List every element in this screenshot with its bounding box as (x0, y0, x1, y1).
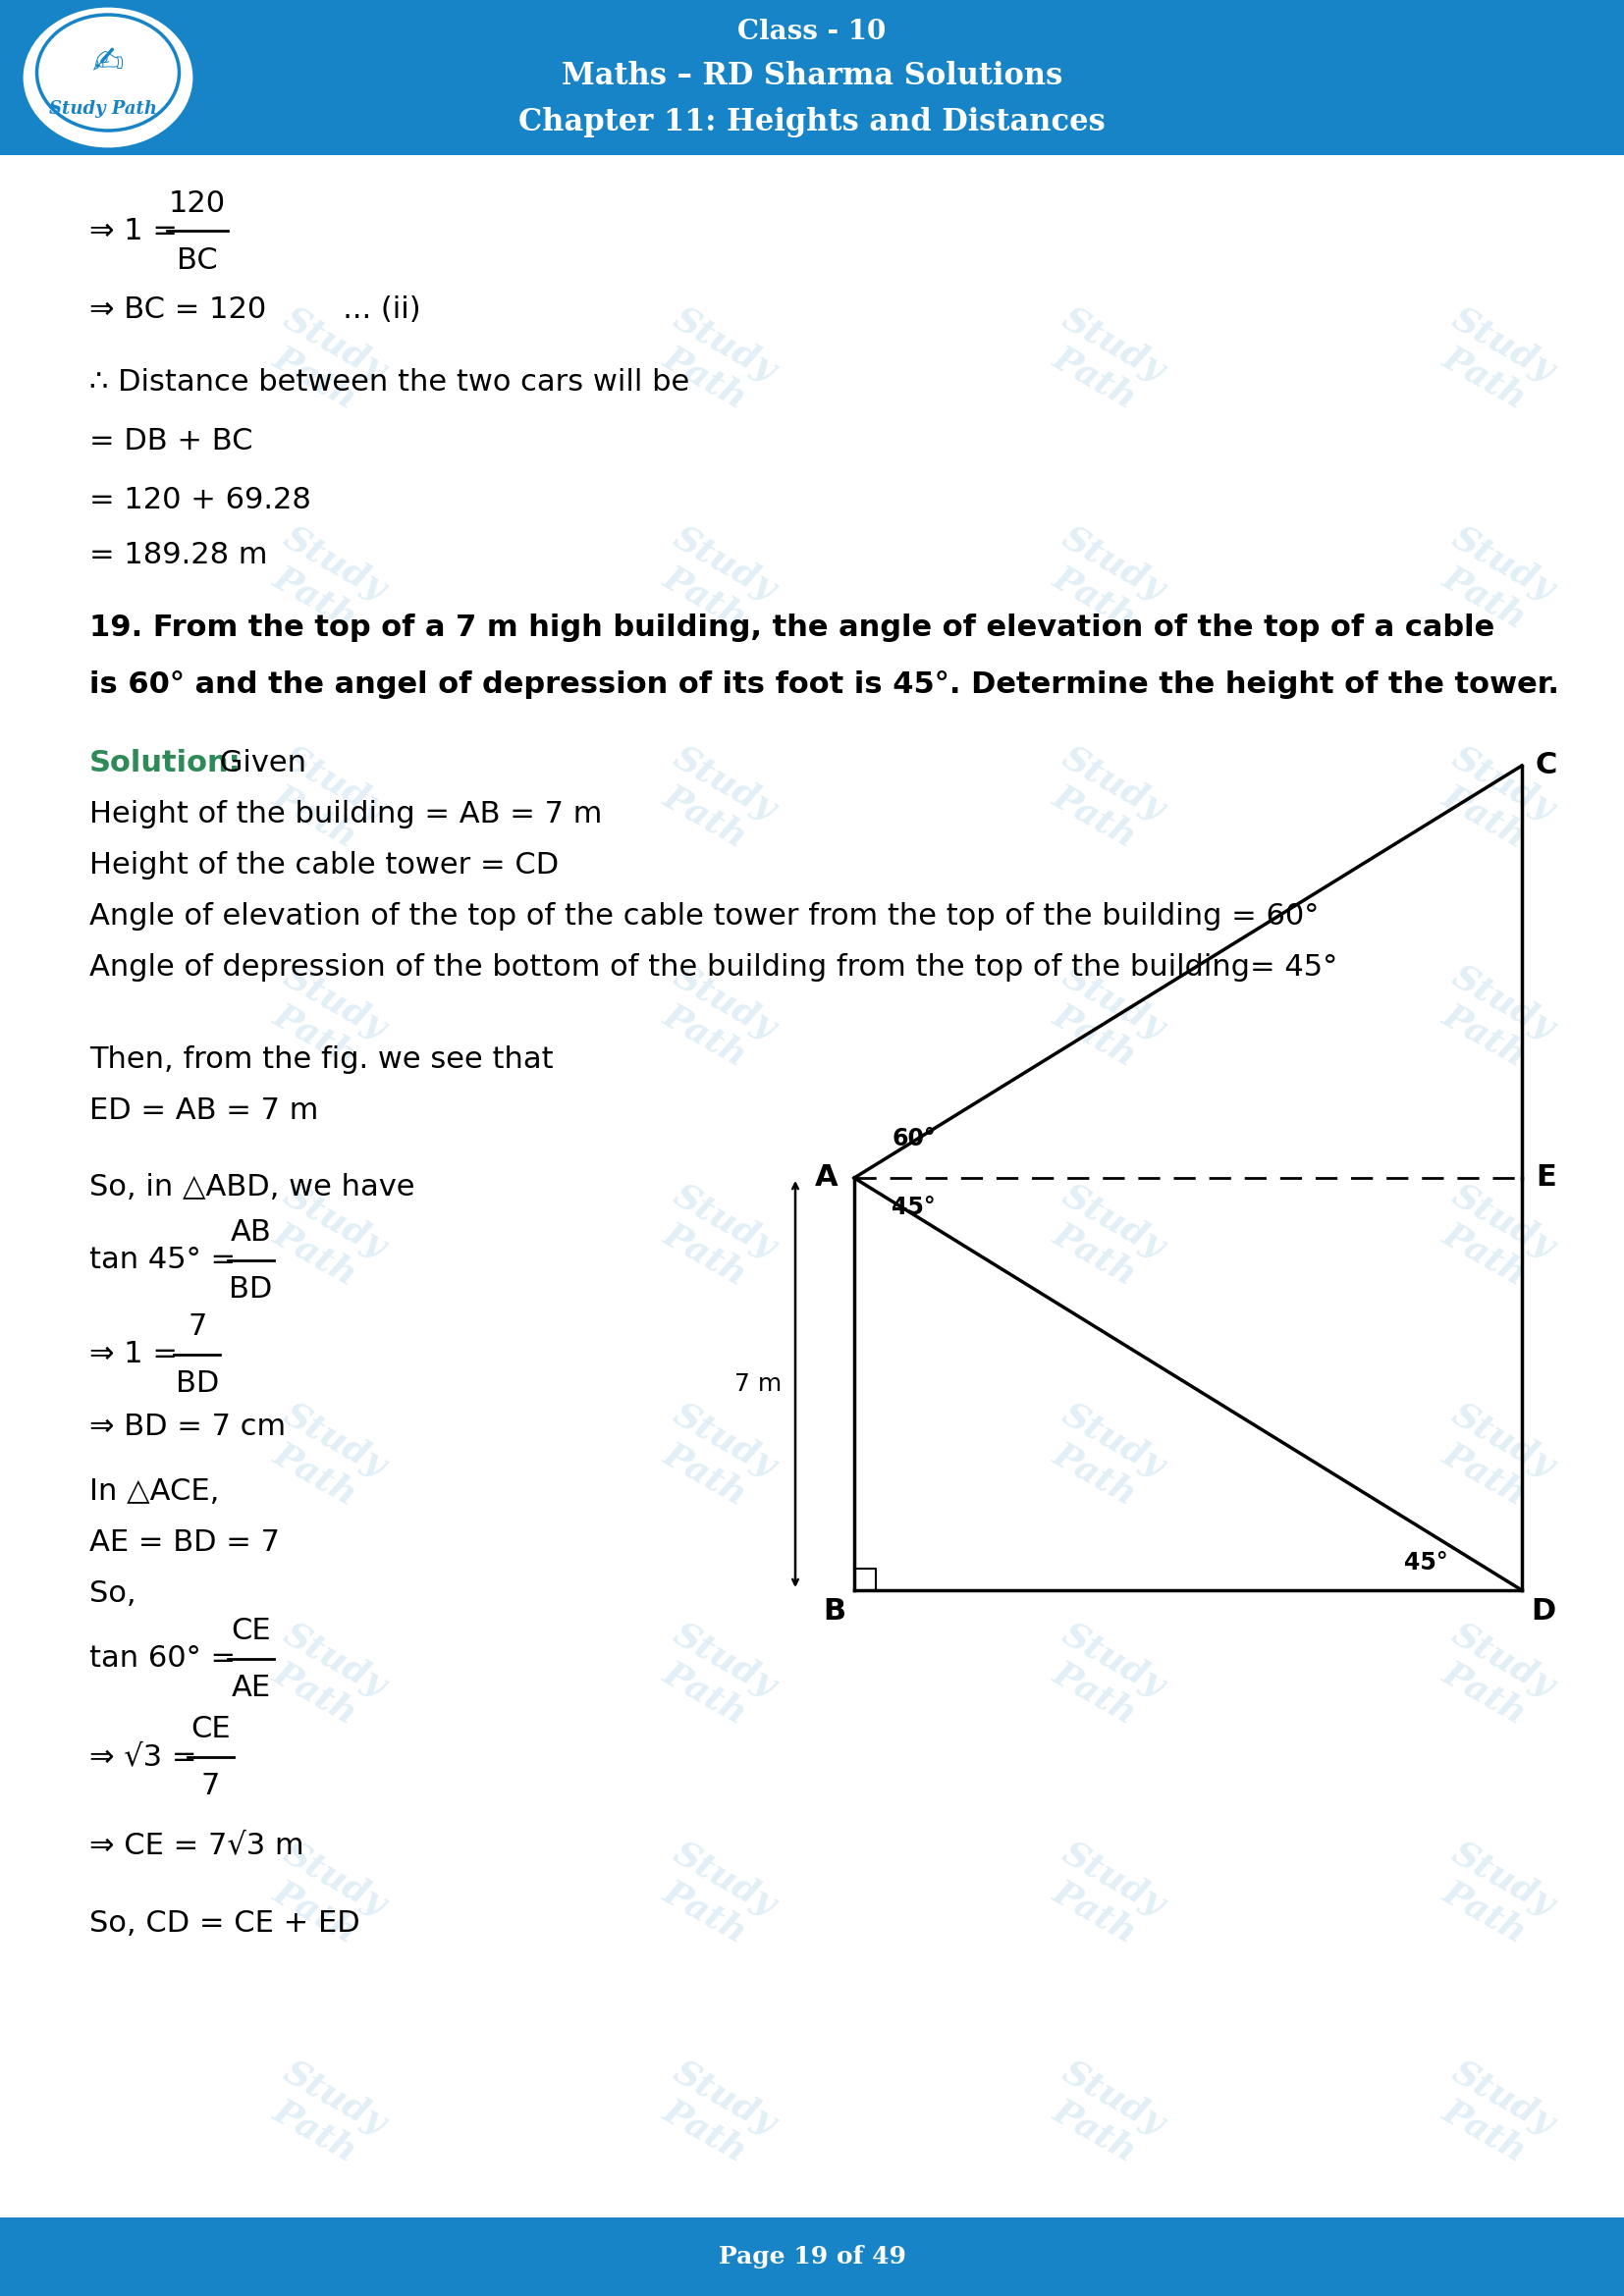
Text: 60°: 60° (892, 1127, 935, 1150)
Text: Study
Path: Study Path (648, 1616, 781, 1736)
Text: tan 45° =: tan 45° = (89, 1247, 245, 1274)
Text: Angle of depression of the bottom of the building from the top of the building= : Angle of depression of the bottom of the… (89, 953, 1338, 983)
Text: 7: 7 (201, 1773, 221, 1800)
Text: is 60° and the angel of depression of its foot is 45°. Determine the height of t: is 60° and the angel of depression of it… (89, 670, 1559, 700)
Text: Study
Path: Study Path (1038, 301, 1171, 420)
Text: ⇒ BC = 120        ... (ii): ⇒ BC = 120 ... (ii) (89, 294, 421, 324)
Text: ⇒ 1 =: ⇒ 1 = (89, 216, 187, 246)
Text: tan 60° =: tan 60° = (89, 1644, 245, 1674)
Text: Study
Path: Study Path (1427, 521, 1561, 641)
Text: ⇒ 1 =: ⇒ 1 = (89, 1341, 187, 1368)
Text: ∴ Distance between the two cars will be: ∴ Distance between the two cars will be (89, 370, 690, 397)
Text: E: E (1536, 1164, 1557, 1192)
Bar (0, 0, 1624, 156)
Text: ⇒ BD = 7 cm: ⇒ BD = 7 cm (89, 1412, 286, 1442)
Text: Solution:: Solution: (89, 748, 242, 778)
Text: Study
Path: Study Path (258, 1178, 391, 1297)
Text: ⇒ CE = 7√3 m: ⇒ CE = 7√3 m (89, 1832, 304, 1860)
Text: Study
Path: Study Path (1038, 2055, 1171, 2174)
Text: Study
Path: Study Path (258, 1398, 391, 1518)
Text: Angle of elevation of the top of the cable tower from the top of the building = : Angle of elevation of the top of the cab… (89, 902, 1319, 932)
Text: Study
Path: Study Path (1427, 1616, 1561, 1736)
Text: Height of the building = AB = 7 m: Height of the building = AB = 7 m (89, 801, 603, 829)
Text: Study
Path: Study Path (648, 521, 781, 641)
Text: 45°: 45° (1405, 1552, 1449, 1575)
Text: Study
Path: Study Path (1427, 2055, 1561, 2174)
Text: Study
Path: Study Path (1038, 739, 1171, 859)
Text: 120: 120 (169, 188, 226, 218)
Text: Study
Path: Study Path (258, 521, 391, 641)
Text: BD: BD (175, 1371, 219, 1398)
Text: Page 19 of 49: Page 19 of 49 (718, 2245, 906, 2268)
Text: C: C (1535, 751, 1557, 781)
Text: = 189.28 m: = 189.28 m (89, 540, 268, 569)
Text: Study
Path: Study Path (1427, 301, 1561, 420)
Text: Study
Path: Study Path (1038, 1616, 1171, 1736)
Text: Study
Path: Study Path (648, 301, 781, 420)
Text: Study
Path: Study Path (648, 1398, 781, 1518)
Text: Height of the cable tower = CD: Height of the cable tower = CD (89, 852, 559, 879)
Text: ✍: ✍ (93, 44, 123, 80)
Text: Class - 10: Class - 10 (737, 18, 887, 44)
Text: 7 m: 7 m (734, 1373, 781, 1396)
Text: Maths – RD Sharma Solutions: Maths – RD Sharma Solutions (562, 62, 1062, 92)
Text: Study
Path: Study Path (258, 1616, 391, 1736)
Text: D: D (1531, 1598, 1556, 1626)
Text: Then, from the fig. we see that: Then, from the fig. we see that (89, 1047, 554, 1075)
Text: Study
Path: Study Path (648, 2055, 781, 2174)
Text: Study
Path: Study Path (1427, 1835, 1561, 1954)
Text: BD: BD (229, 1277, 273, 1304)
Text: Chapter 11: Heights and Distances: Chapter 11: Heights and Distances (518, 106, 1106, 138)
Text: Study
Path: Study Path (1038, 521, 1171, 641)
Text: So,: So, (89, 1580, 136, 1609)
Text: Study
Path: Study Path (1038, 1835, 1171, 1954)
Text: 45°: 45° (892, 1196, 935, 1219)
Text: Study
Path: Study Path (648, 739, 781, 859)
Text: Study
Path: Study Path (258, 739, 391, 859)
Text: AB: AB (231, 1219, 271, 1247)
Text: Study
Path: Study Path (1427, 1178, 1561, 1297)
Text: AE: AE (231, 1674, 271, 1704)
Bar (0, 2218, 1624, 2296)
Ellipse shape (24, 9, 192, 147)
Text: Study
Path: Study Path (1427, 960, 1561, 1079)
Text: In △ACE,: In △ACE, (89, 1479, 219, 1506)
Text: So, in △ABD, we have: So, in △ABD, we have (89, 1173, 414, 1203)
Text: B: B (823, 1598, 846, 1626)
Text: ED = AB = 7 m: ED = AB = 7 m (89, 1097, 318, 1125)
Text: 7: 7 (188, 1313, 206, 1341)
Text: Study Path: Study Path (49, 101, 158, 117)
Text: Study
Path: Study Path (648, 960, 781, 1079)
Text: Study
Path: Study Path (258, 301, 391, 420)
Text: BC: BC (177, 246, 218, 273)
Text: CE: CE (231, 1616, 271, 1646)
Text: Study
Path: Study Path (258, 1835, 391, 1954)
Text: Study
Path: Study Path (648, 1835, 781, 1954)
Text: 19. From the top of a 7 m high building, the angle of elevation of the top of a : 19. From the top of a 7 m high building,… (89, 613, 1494, 643)
Text: Study
Path: Study Path (1427, 739, 1561, 859)
Text: Study
Path: Study Path (1038, 1178, 1171, 1297)
Text: Study
Path: Study Path (1427, 1398, 1561, 1518)
Text: A: A (815, 1164, 838, 1192)
Text: Study
Path: Study Path (258, 960, 391, 1079)
Text: So, CD = CE + ED: So, CD = CE + ED (89, 1910, 361, 1938)
Text: AE = BD = 7: AE = BD = 7 (89, 1529, 279, 1557)
Text: Study
Path: Study Path (1038, 960, 1171, 1079)
Text: Study
Path: Study Path (648, 1178, 781, 1297)
Text: Study
Path: Study Path (258, 2055, 391, 2174)
Text: ⇒ √3 =: ⇒ √3 = (89, 1743, 206, 1770)
Text: Given: Given (209, 748, 305, 778)
Text: = DB + BC: = DB + BC (89, 427, 253, 457)
Text: CE: CE (190, 1715, 231, 1745)
Text: = 120 + 69.28: = 120 + 69.28 (89, 487, 312, 514)
Text: Study
Path: Study Path (1038, 1398, 1171, 1518)
